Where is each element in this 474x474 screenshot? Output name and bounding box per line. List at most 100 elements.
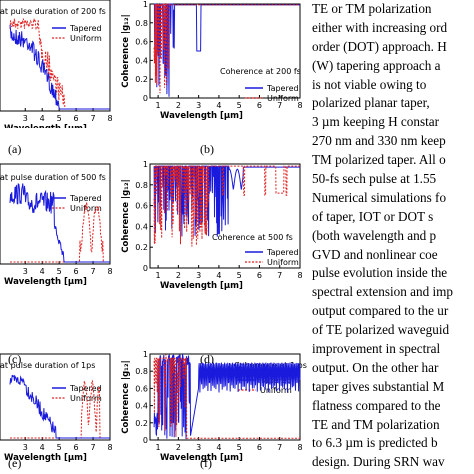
- series-tapered: [9, 374, 110, 439]
- legend-label-tapered: Tapered: [69, 384, 102, 393]
- x-tick-label: 5: [57, 267, 62, 276]
- x-tick-label: 8: [297, 271, 302, 280]
- text-line: improvement in spectral: [312, 341, 441, 357]
- y-tick-label: 0: [143, 264, 148, 273]
- legend-label-uniform: Uniform: [267, 258, 299, 267]
- x-tick-label: 5: [237, 101, 242, 110]
- text-line: either with increasing ord: [312, 19, 448, 35]
- plot-frame: [0, 163, 111, 265]
- x-tick-label: 3: [23, 267, 28, 276]
- plot-frame: [0, 0, 111, 112]
- x-tick-label: 2: [176, 271, 181, 280]
- plot-annotation: Coherence at 500 fs: [212, 233, 293, 242]
- text-line: TE and TM polarization: [312, 416, 440, 432]
- x-tick-label: 4: [216, 101, 221, 110]
- x-tick-label: 5: [57, 114, 62, 123]
- x-tick-label: 2: [176, 101, 181, 110]
- y-tick-label: 1: [143, 0, 148, 9]
- plot-frame: [149, 3, 301, 99]
- x-tick-label: 2: [176, 443, 181, 452]
- x-tick-label: 7: [91, 114, 96, 123]
- legend-label-tapered: Tapered: [69, 194, 102, 203]
- legend-label-uniform: Uniform: [267, 94, 299, 103]
- x-tick-label: 3: [23, 443, 28, 452]
- x-tick-label: 6: [257, 271, 262, 280]
- legend-label-uniform: Uniform: [70, 204, 102, 213]
- y-tick-label: 0.6: [135, 202, 148, 211]
- x-axis-label: Wavelength [µm]: [160, 111, 243, 121]
- spectrum-plot-1ps: 3 4 5 6 7 8 Wavelength [µm] at pulse duration o…: [0, 353, 113, 463]
- x-tick-label: 8: [297, 443, 302, 452]
- panel-label-c: (c): [8, 352, 22, 366]
- text-line: (W) tapering approach a: [312, 57, 441, 73]
- text-line: pulse evolution inside the: [312, 265, 448, 281]
- y-tick-label: 1: [143, 350, 148, 359]
- series-tapered: [9, 182, 110, 263]
- spectrum-plot-200fs: 3 4 5 6 7 8 Wavelength [µm] at pulse duration o…: [0, 0, 113, 128]
- x-tick-label: 3: [23, 114, 28, 123]
- text-line: (both wavelength and p: [312, 227, 437, 243]
- series-tapered: [9, 24, 110, 110]
- x-axis-label: Wavelength [µm]: [160, 281, 243, 291]
- x-tick-label: 3: [196, 443, 201, 452]
- text-line: design. During SRN wav: [312, 454, 445, 470]
- x-tick-label: 5: [237, 443, 242, 452]
- y-tick-label: 0.8: [135, 19, 148, 28]
- x-axis-label: Wavelength [µm]: [4, 124, 87, 128]
- panel-label-f: (f): [200, 456, 212, 470]
- x-tick-label: 6: [74, 114, 79, 123]
- y-tick-label: 0.2: [135, 419, 148, 428]
- x-tick-label: 4: [40, 267, 45, 276]
- series-uniform: [10, 202, 110, 263]
- series-tapered: [153, 354, 301, 440]
- x-tick-label: 8: [107, 443, 112, 452]
- x-tick-label: 5: [57, 443, 62, 452]
- x-tick-label: 7: [91, 267, 96, 276]
- plot-annotation: at pulse duration of 200 fs: [0, 7, 106, 16]
- plot-frame: [149, 353, 301, 441]
- panel-label-b: (b): [200, 142, 214, 156]
- y-tick-label: 1: [143, 160, 148, 169]
- x-tick-label: 1: [156, 101, 161, 110]
- x-axis-label: Wavelength [µm]: [160, 453, 243, 463]
- text-line: spectral extension and imp: [312, 284, 453, 300]
- text-line: order (DOT) approach. H: [312, 38, 447, 54]
- x-tick-label: 1: [156, 271, 161, 280]
- text-line: 50-fs sech pulse at 1.55: [312, 171, 437, 187]
- x-axis-label: Wavelength [µm]: [4, 277, 87, 287]
- text-line: 3 µm keeping H constar: [312, 114, 439, 130]
- y-tick-label: 0.2: [135, 243, 148, 252]
- x-tick-label: 7: [277, 443, 282, 452]
- y-tick-label: 0.6: [135, 38, 148, 47]
- series-tapered: [153, 3, 300, 97]
- x-tick-label: 1: [156, 443, 161, 452]
- legend-label-uniform: Uniform: [70, 34, 102, 43]
- text-line: output compared to the ur: [312, 303, 449, 319]
- x-tick-label: 4: [40, 443, 45, 452]
- series-uniform: [153, 354, 300, 439]
- text-line: taper gives substantial M: [312, 378, 445, 394]
- series-uniform: [153, 3, 300, 94]
- y-tick-label: 0: [143, 94, 148, 103]
- x-tick-label: 7: [91, 443, 96, 452]
- y-tick-label: 0.8: [135, 367, 148, 376]
- series-tapered: [153, 165, 300, 237]
- plot-annotation: Coherence at 200 fs: [220, 67, 301, 76]
- spectrum-plot-500fs: 3 4 5 6 7 8 Wavelength [µm] at pulse duration o…: [0, 163, 113, 287]
- plot-annotation: at pulse duration of 500 fs: [0, 173, 106, 182]
- panel-label-a: (a): [8, 142, 22, 156]
- y-tick-label: 0.4: [135, 402, 148, 411]
- y-tick-label: 0.2: [135, 75, 148, 84]
- x-tick-label: 6: [257, 101, 262, 110]
- y-tick-label: 0.4: [135, 222, 148, 231]
- x-tick-label: 6: [74, 443, 79, 452]
- plot-frame: [149, 163, 301, 269]
- text-line: output. On the other har: [312, 359, 439, 375]
- x-tick-label: 4: [216, 271, 221, 280]
- x-tick-label: 4: [216, 443, 221, 452]
- text-line: of taper, IOT or DOT s: [312, 208, 434, 224]
- text-line: flatness compared to the: [312, 397, 441, 413]
